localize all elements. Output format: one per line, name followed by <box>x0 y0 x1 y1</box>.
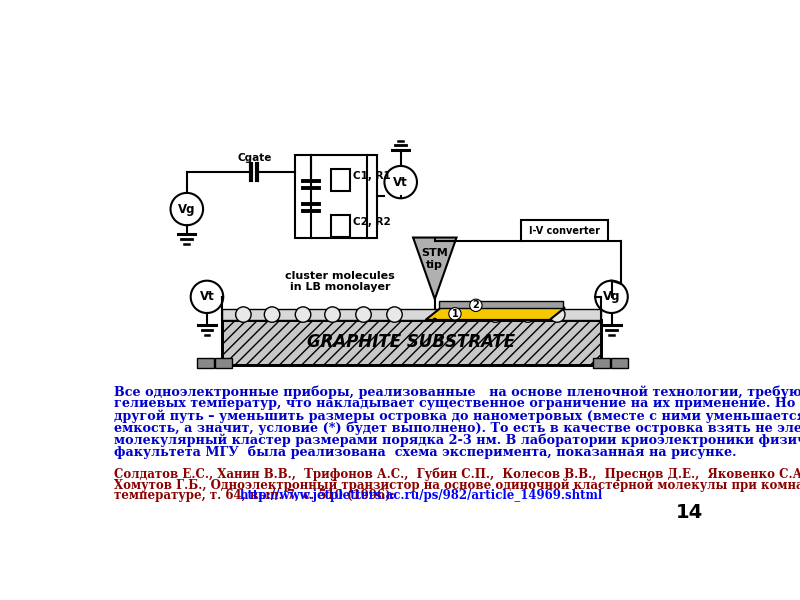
Polygon shape <box>413 238 457 299</box>
Circle shape <box>386 307 402 322</box>
Text: температуре, т. 64, вып. 7, с. 510 (1996):: температуре, т. 64, вып. 7, с. 510 (1996… <box>114 490 407 502</box>
Text: 14: 14 <box>676 503 703 523</box>
Text: STM
tip: STM tip <box>422 248 448 270</box>
Polygon shape <box>439 301 563 308</box>
Circle shape <box>356 307 371 322</box>
Circle shape <box>264 307 280 322</box>
Text: C1, R1: C1, R1 <box>353 171 390 181</box>
Text: Vg: Vg <box>178 203 195 215</box>
Text: Все одноэлектронные приборы, реализованные   на основе пленочной технологии, тре: Все одноэлектронные приборы, реализованн… <box>114 385 800 399</box>
Circle shape <box>325 307 340 322</box>
Circle shape <box>433 317 437 322</box>
Bar <box>214 358 232 368</box>
Text: емкость, а значит, условие (*) будет выполнено). То есть в качестве островка взя: емкость, а значит, условие (*) будет вып… <box>114 421 800 434</box>
Text: молекулярный кластер размерами порядка 2-3 нм. В лаборатории криоэлектроники физ: молекулярный кластер размерами порядка 2… <box>114 433 800 446</box>
Bar <box>610 358 628 368</box>
Text: Cgate: Cgate <box>237 153 271 163</box>
Bar <box>331 169 350 191</box>
Text: Хомутов Г.Б., Одноэлектронный транзистор на основе одиночной кластерной молекулы: Хомутов Г.Б., Одноэлектронный транзистор… <box>114 479 800 492</box>
Bar <box>593 358 610 368</box>
Circle shape <box>520 307 535 322</box>
Polygon shape <box>426 308 565 320</box>
Circle shape <box>236 307 251 322</box>
Text: 1: 1 <box>451 309 458 319</box>
Bar <box>222 320 601 365</box>
Text: http://www.jetpletters.ac.ru/ps/982/article_14969.shtml: http://www.jetpletters.ac.ru/ps/982/arti… <box>239 490 602 502</box>
Circle shape <box>487 307 503 322</box>
Bar <box>295 155 378 238</box>
Text: другой путь – уменьшить размеры островка до нанометровых (вместе с ними уменьшае: другой путь – уменьшить размеры островка… <box>114 409 800 423</box>
Text: C2, R2: C2, R2 <box>353 217 390 227</box>
Text: гелиевых температур, что накладывает существенное ограничение на их применение. : гелиевых температур, что накладывает сущ… <box>114 397 800 410</box>
Text: cluster molecules
in LB monolayer: cluster molecules in LB monolayer <box>286 271 395 292</box>
Text: Солдатов Е.С., Ханин В.В.,  Трифонов А.С.,  Губин С.П.,  Колесов В.В.,  Преснов : Солдатов Е.С., Ханин В.В., Трифонов А.С.… <box>114 468 800 481</box>
Bar <box>222 309 601 320</box>
Text: 2: 2 <box>473 301 479 310</box>
Text: I-V converter: I-V converter <box>529 226 600 236</box>
Circle shape <box>295 307 310 322</box>
Text: Vt: Vt <box>199 290 214 304</box>
Text: Vg: Vg <box>602 290 620 304</box>
Bar <box>222 320 601 365</box>
Text: Vt: Vt <box>394 176 408 188</box>
Circle shape <box>550 307 565 322</box>
Bar <box>521 220 608 241</box>
Bar <box>331 215 350 237</box>
Text: факультета МГУ  была реализована  схема эксперимента, показанная на рисунке.: факультета МГУ была реализована схема эк… <box>114 445 737 458</box>
Text: GRAPHITE SUBSTRATE: GRAPHITE SUBSTRATE <box>307 333 516 351</box>
Bar <box>197 358 214 368</box>
